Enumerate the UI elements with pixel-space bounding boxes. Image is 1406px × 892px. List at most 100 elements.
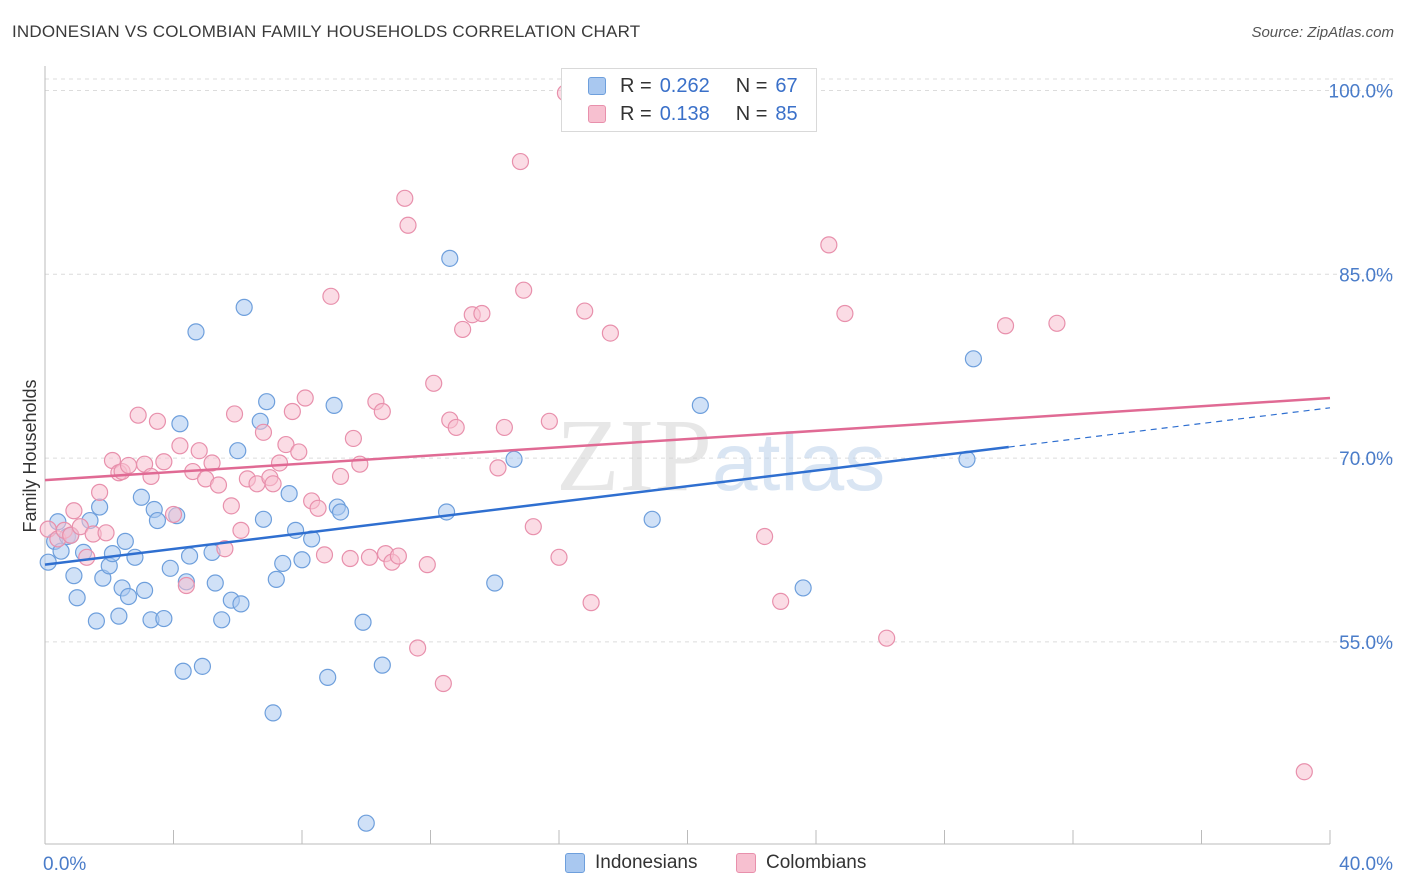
indonesian-point [110, 607, 128, 625]
colombian-point [836, 304, 854, 323]
colombians-trend-line [44, 396, 1331, 482]
trend-lines [44, 396, 1331, 566]
indonesian-point [264, 704, 282, 722]
colombian-point [489, 459, 507, 477]
indonesian-point [155, 609, 173, 628]
colombian-point [216, 540, 234, 558]
indonesian-point [174, 662, 192, 680]
indonesian-point [319, 668, 337, 686]
indonesian-point [691, 396, 709, 414]
axes [44, 66, 1331, 845]
indonesian-point [213, 611, 231, 629]
colombian-point [91, 483, 109, 501]
indonesian-point [357, 814, 375, 832]
colombian-point [344, 429, 362, 448]
colombian-point [511, 152, 530, 171]
tick-labels: 55.0% 70.0% 85.0% 100.0% 0.0% 40.0% [43, 82, 1393, 875]
colombian-point [576, 302, 594, 320]
colombian-point [996, 317, 1015, 335]
indonesian-point [39, 553, 57, 571]
colombian-point [820, 236, 838, 254]
colombian-point [65, 502, 83, 520]
indonesian-point [331, 503, 350, 521]
watermark-zip: ZIP [556, 398, 712, 513]
n-label: N = [735, 74, 768, 97]
indonesian-point [486, 574, 504, 592]
indonesian-point [180, 547, 199, 565]
legend-item-colombians[interactable]: Colombians [736, 852, 866, 874]
colombians-swatch [588, 105, 606, 123]
n-label: N = [735, 102, 768, 125]
colombian-point [524, 518, 542, 536]
indonesians-points [39, 249, 983, 832]
colombian-point [495, 418, 513, 437]
indonesian-point [126, 548, 144, 566]
correlation-legend: R = 0.262 N = 67 R = 0.138 N = 85 [561, 68, 817, 132]
colombian-point [341, 549, 359, 568]
indonesian-point [171, 415, 189, 433]
watermark-atlas: atlas [712, 417, 885, 508]
chart-title: INDONESIAN VS COLOMBIAN FAMILY HOUSEHOLD… [12, 22, 641, 41]
indonesians-swatch [588, 77, 606, 95]
legend-label-indonesians: Indonesians [595, 852, 698, 873]
colombian-point [1048, 314, 1066, 332]
colombian-point [515, 281, 533, 299]
y-tick-label: 70.0% [1339, 449, 1393, 470]
y-axis-label: Family Households [20, 379, 40, 532]
colombian-point [540, 412, 558, 430]
colombian-point [409, 639, 427, 657]
colombian-point [119, 456, 138, 475]
colombian-point [447, 418, 465, 437]
x-tick-label: 0.0% [43, 854, 86, 875]
colombian-point [1295, 763, 1313, 781]
y-tick-label: 55.0% [1339, 633, 1393, 654]
colombian-point [315, 546, 334, 564]
indonesian-point [232, 595, 250, 613]
indonesian-point [135, 581, 154, 599]
colombian-point [755, 527, 774, 546]
indonesians-swatch [565, 853, 585, 873]
legend-item-indonesians[interactable]: Indonesians [565, 852, 697, 874]
colombian-point [164, 505, 183, 524]
indonesian-point [119, 587, 138, 606]
colombian-point [296, 389, 314, 407]
colombian-point [454, 320, 472, 339]
indonesian-point [325, 396, 343, 414]
colombian-point [772, 592, 790, 611]
indonesian-point [91, 498, 109, 516]
colombian-point [222, 497, 240, 515]
indonesian-point [103, 545, 122, 563]
indonesians-trend-extension [1008, 407, 1331, 448]
colombian-point [373, 402, 391, 421]
indonesian-point [373, 656, 391, 674]
indonesian-point [505, 450, 523, 468]
colombians-points [39, 84, 1313, 781]
colombian-point [171, 437, 189, 455]
legend-label-colombians: Colombians [766, 852, 867, 873]
colombian-point [283, 402, 301, 421]
gridlines [45, 78, 1394, 643]
colombian-point [270, 454, 289, 472]
indonesian-point [441, 249, 459, 267]
colombian-point [254, 423, 273, 441]
colombian-point [425, 374, 443, 392]
colombian-point [203, 454, 221, 472]
n-value: 85 [775, 102, 798, 125]
colombian-point [190, 442, 208, 460]
colombians-swatch [736, 853, 756, 873]
r-value: 0.138 [659, 102, 710, 125]
colombian-point [473, 304, 491, 323]
indonesian-point [267, 570, 285, 588]
indonesian-point [643, 510, 661, 528]
colombian-point [177, 576, 195, 595]
indonesian-point [161, 559, 179, 577]
x-tick-label: 40.0% [1339, 854, 1393, 875]
indonesian-point [148, 511, 167, 530]
indonesian-point [964, 350, 983, 368]
y-tick-label: 100.0% [1329, 82, 1394, 103]
r-value: 0.262 [659, 74, 710, 97]
colombian-point [71, 518, 89, 536]
colombian-point [264, 475, 282, 493]
colombian-point [322, 287, 340, 305]
